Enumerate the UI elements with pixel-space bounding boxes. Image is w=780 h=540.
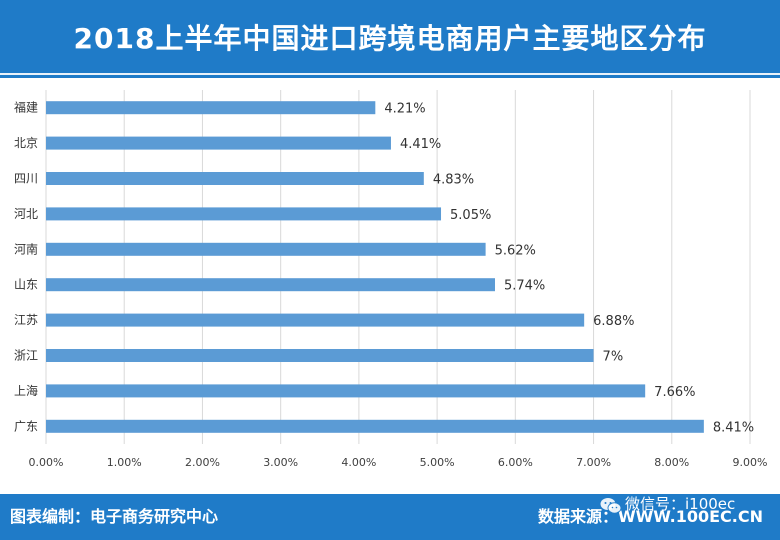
bar [46, 384, 646, 398]
category-label: 山东 [14, 278, 38, 292]
data-label: 8.41% [713, 420, 754, 435]
bar [46, 278, 495, 292]
data-label: 4.21% [384, 102, 425, 117]
x-tick-label: 1.00% [107, 456, 142, 469]
data-label: 5.05% [450, 208, 491, 223]
data-labels: 4.21% 4.41% 4.83% 5.05% 5.62% 5.74% 6.88% 7% 7.6… [384, 102, 754, 436]
category-label: 福建 [14, 100, 38, 115]
bar [46, 419, 704, 433]
bar [46, 242, 486, 256]
data-label: 6.88% [593, 314, 634, 329]
data-label: 7% [603, 350, 624, 365]
data-label: 5.62% [495, 243, 536, 258]
x-tick-label: 3.00% [263, 456, 298, 469]
x-tick-label: 5.00% [420, 456, 455, 469]
category-label: 四川 [14, 172, 38, 186]
title-banner: 2018上半年中国进口跨境电商用户主要地区分布 [0, 0, 780, 78]
category-label: 上海 [14, 383, 38, 398]
data-label: 4.41% [400, 137, 441, 152]
data-label: 7.66% [654, 385, 695, 400]
x-tick-label: 7.00% [576, 456, 611, 469]
x-tick-label: 2.00% [185, 456, 220, 469]
data-source: 数据来源：WWW.100EC.CN [538, 507, 764, 526]
chart-credit: 图表编制：电子商务研究中心 [10, 507, 219, 526]
wechat-icon [600, 498, 622, 514]
x-tick-label: 6.00% [498, 456, 533, 469]
footer-banner: 图表编制：电子商务研究中心 数据来源：WWW.100EC.CN [0, 494, 780, 540]
wechat-watermark: 微信号：i100ec [625, 495, 736, 513]
bar-series [46, 101, 704, 433]
data-label: 4.83% [433, 173, 474, 188]
category-label: 浙江 [14, 349, 38, 363]
chart-title: 2018上半年中国进口跨境电商用户主要地区分布 [73, 22, 707, 55]
title-divider [0, 73, 780, 75]
category-label: 河北 [14, 207, 38, 221]
x-tick-label: 8.00% [654, 456, 689, 469]
bar [46, 101, 376, 115]
value-axis: 0.00% 1.00% 2.00% 3.00% 4.00% 5.00% 6.00% 7.00%… [29, 456, 768, 469]
bar [46, 207, 442, 221]
bar [46, 313, 585, 327]
x-tick-label: 9.00% [733, 456, 768, 469]
category-label: 江苏 [14, 313, 38, 327]
data-label: 5.74% [504, 279, 545, 294]
bar [46, 349, 594, 362]
category-label: 河南 [14, 241, 38, 256]
bar [46, 136, 391, 150]
bar [46, 172, 424, 185]
x-tick-label: 4.00% [341, 456, 376, 469]
x-tick-label: 0.00% [29, 456, 64, 469]
category-label: 北京 [14, 136, 38, 150]
category-label: 广东 [14, 419, 38, 433]
